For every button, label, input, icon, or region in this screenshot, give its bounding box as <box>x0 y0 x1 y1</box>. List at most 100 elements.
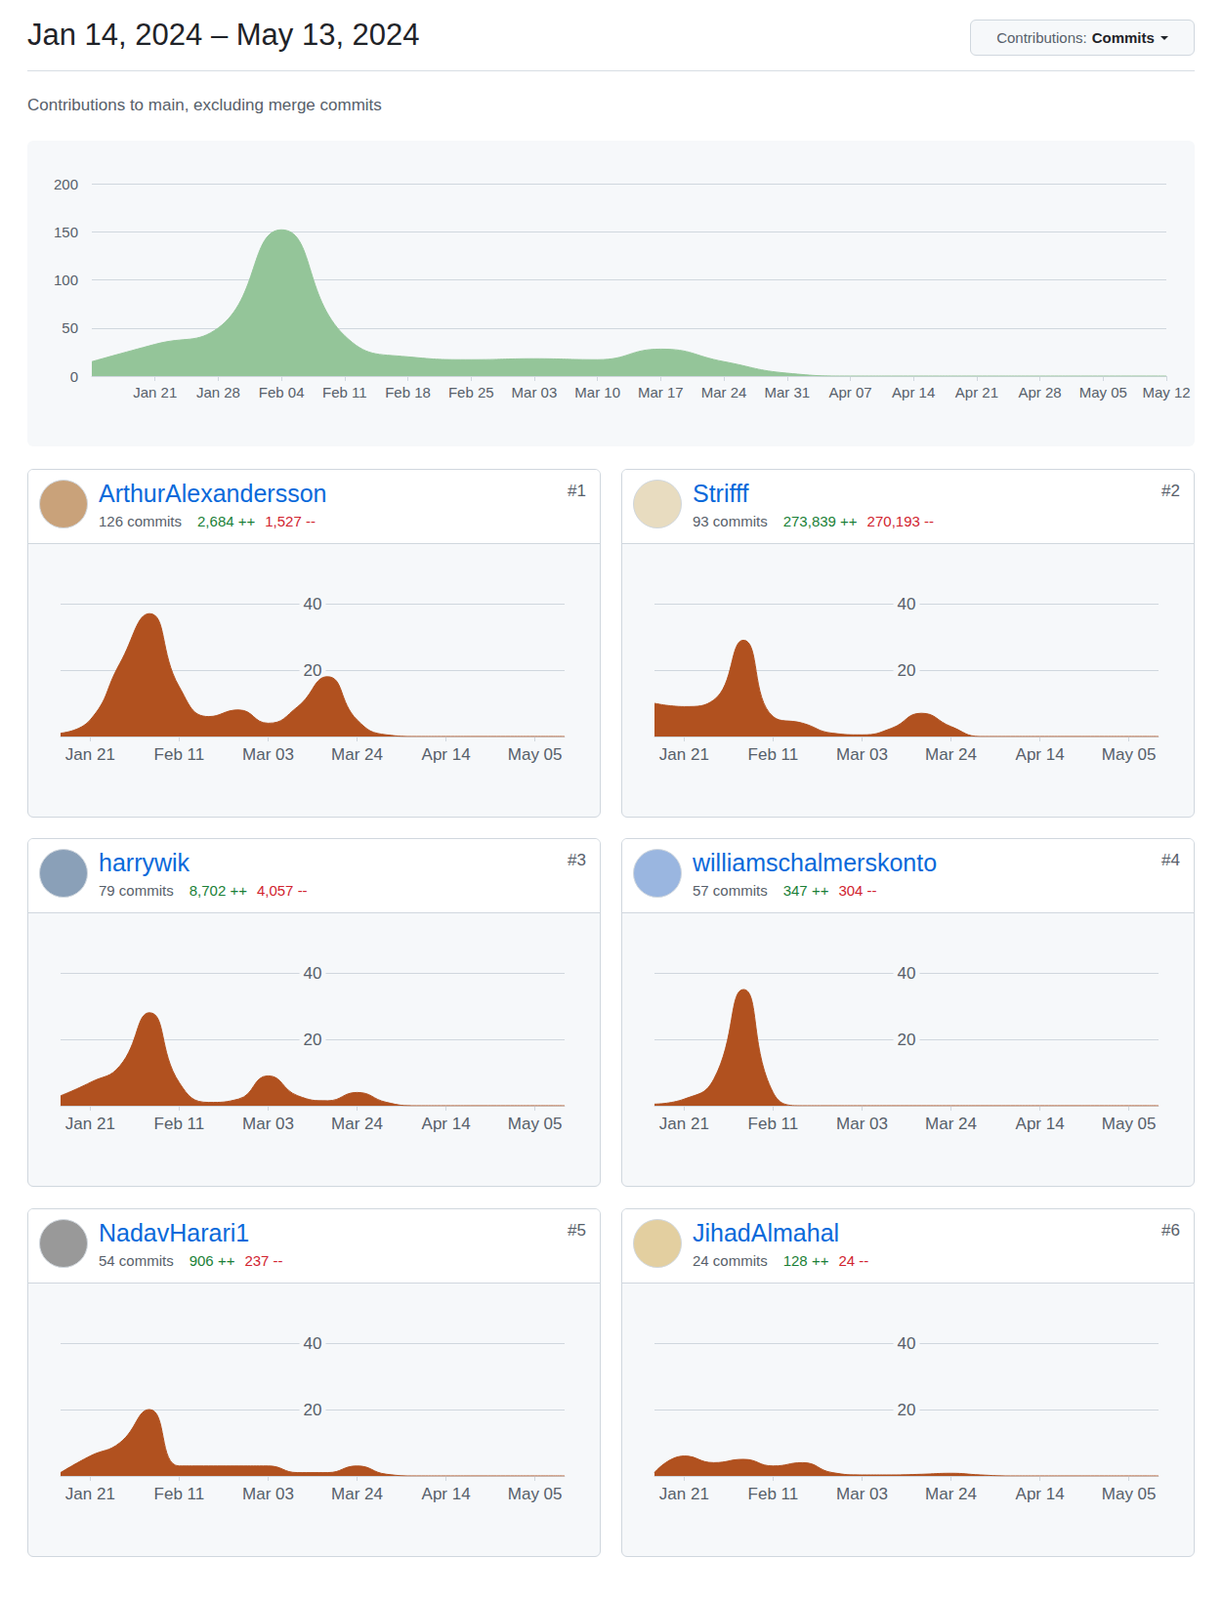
svg-text:20: 20 <box>897 1400 917 1420</box>
svg-text:Mar 03: Mar 03 <box>836 745 888 764</box>
svg-text:Apr 14: Apr 14 <box>1015 1484 1065 1504</box>
svg-text:May 05: May 05 <box>507 1484 563 1504</box>
svg-text:Mar 24: Mar 24 <box>331 1484 383 1504</box>
svg-text:Apr 14: Apr 14 <box>421 745 471 764</box>
svg-text:20: 20 <box>303 1400 323 1420</box>
html-text:304 --: 304 -- <box>838 882 877 899</box>
svg-text:Mar 03: Mar 03 <box>511 383 558 401</box>
svg-text:40: 40 <box>303 1334 323 1353</box>
svg-text:Feb 11: Feb 11 <box>154 745 206 764</box>
svg-text:Feb 11: Feb 11 <box>748 745 800 764</box>
svg-text:Mar 03: Mar 03 <box>242 745 295 764</box>
svg-text:40: 40 <box>897 1334 917 1353</box>
html-text:#3: #3 <box>567 850 587 870</box>
svg-text:Feb 11: Feb 11 <box>154 1484 206 1504</box>
svg-text:Jan 21: Jan 21 <box>65 1114 116 1134</box>
svg-text:Feb 25: Feb 25 <box>448 383 495 401</box>
svg-text:50: 50 <box>61 319 79 337</box>
svg-text:20: 20 <box>303 1030 323 1050</box>
html-text:347 ++: 347 ++ <box>783 882 829 899</box>
html-text:79 commits: 79 commits <box>98 882 174 899</box>
svg-text:Mar 24: Mar 24 <box>925 1484 977 1504</box>
svg-text:May 05: May 05 <box>1101 1484 1157 1504</box>
html-text:Contributions: Commits: Contributions: Commits <box>996 29 1155 46</box>
svg-text:Feb 11: Feb 11 <box>154 1114 206 1134</box>
html-text:54 commits: 54 commits <box>98 1252 174 1269</box>
svg-text:40: 40 <box>897 594 917 614</box>
html-text:Jan 14, 2024 – May 13, 2024: Jan 14, 2024 – May 13, 2024 <box>27 17 420 52</box>
html-text:906 ++: 906 ++ <box>189 1252 235 1269</box>
html-text:1,527 --: 1,527 -- <box>265 512 316 530</box>
svg-text:Apr 07: Apr 07 <box>828 383 872 401</box>
svg-text:Apr 14: Apr 14 <box>1015 745 1065 764</box>
html-text:#5: #5 <box>567 1221 587 1240</box>
html-text:#4: #4 <box>1161 850 1181 870</box>
svg-text:Mar 24: Mar 24 <box>701 383 748 401</box>
html-text:#6: #6 <box>1161 1221 1181 1240</box>
svg-text:Jan 21: Jan 21 <box>132 383 177 401</box>
svg-text:Apr 28: Apr 28 <box>1017 383 1061 401</box>
svg-text:May 05: May 05 <box>507 1114 563 1134</box>
svg-text:Mar 31: Mar 31 <box>763 383 810 401</box>
svg-text:May 05: May 05 <box>1101 745 1157 764</box>
svg-text:Jan 21: Jan 21 <box>659 1114 710 1134</box>
svg-text:100: 100 <box>53 271 79 289</box>
svg-text:Jan 21: Jan 21 <box>65 745 116 764</box>
svg-text:Apr 14: Apr 14 <box>891 383 935 401</box>
html-text:57 commits: 57 commits <box>692 882 768 899</box>
svg-text:Feb 04: Feb 04 <box>258 383 305 401</box>
svg-text:Feb 11: Feb 11 <box>322 383 368 401</box>
svg-text:150: 150 <box>53 223 79 241</box>
svg-text:40: 40 <box>303 594 323 614</box>
html-text:Contributions to main, excludi: Contributions to main, excluding merge c… <box>27 95 382 115</box>
svg-text:Mar 17: Mar 17 <box>637 383 684 401</box>
svg-text:May 05: May 05 <box>1101 1114 1157 1134</box>
svg-text:Jan 21: Jan 21 <box>65 1484 116 1504</box>
svg-text:200: 200 <box>53 175 79 193</box>
html-text:#1: #1 <box>567 481 587 501</box>
svg-text:Mar 24: Mar 24 <box>331 1114 383 1134</box>
svg-text:20: 20 <box>897 661 917 680</box>
svg-text:Mar 03: Mar 03 <box>836 1114 888 1134</box>
svg-text:Feb 11: Feb 11 <box>748 1484 800 1504</box>
svg-text:40: 40 <box>303 964 323 983</box>
svg-text:Jan 21: Jan 21 <box>659 745 710 764</box>
html-text:8,702 ++: 8,702 ++ <box>189 882 248 899</box>
svg-text:Mar 03: Mar 03 <box>242 1114 295 1134</box>
html-text:harrywik: harrywik <box>98 848 190 877</box>
html-text:237 --: 237 -- <box>244 1252 283 1269</box>
svg-text:May 05: May 05 <box>1079 383 1128 401</box>
html-text:NadavHarari1: NadavHarari1 <box>98 1219 250 1247</box>
html-text:Strifff: Strifff <box>692 479 749 507</box>
html-text:williamschalmerskonto: williamschalmerskonto <box>692 848 937 877</box>
svg-text:Jan 28: Jan 28 <box>196 383 241 401</box>
svg-text:20: 20 <box>303 661 323 680</box>
html-text:126 commits: 126 commits <box>98 512 182 530</box>
html-text:93 commits: 93 commits <box>692 512 768 530</box>
svg-text:Mar 24: Mar 24 <box>925 745 977 764</box>
svg-text:Jan 21: Jan 21 <box>659 1484 710 1504</box>
html-text:273,839 ++: 273,839 ++ <box>783 512 858 530</box>
svg-text:0: 0 <box>70 368 79 385</box>
svg-text:20: 20 <box>897 1030 917 1050</box>
svg-text:May 05: May 05 <box>507 745 563 764</box>
html-text:ArthurAlexandersson: ArthurAlexandersson <box>98 479 327 507</box>
html-text:4,057 --: 4,057 -- <box>256 882 308 899</box>
svg-text:Mar 03: Mar 03 <box>836 1484 888 1504</box>
svg-text:Apr 14: Apr 14 <box>421 1484 471 1504</box>
svg-text:Feb 11: Feb 11 <box>748 1114 800 1134</box>
html-text:270,193 --: 270,193 -- <box>867 512 934 530</box>
svg-text:Apr 14: Apr 14 <box>1015 1114 1065 1134</box>
svg-text:Apr 14: Apr 14 <box>421 1114 471 1134</box>
svg-text:May 12: May 12 <box>1141 383 1190 401</box>
html-text:#2: #2 <box>1161 481 1181 501</box>
svg-text:Mar 24: Mar 24 <box>331 745 383 764</box>
svg-text:Mar 03: Mar 03 <box>242 1484 295 1504</box>
svg-text:Mar 10: Mar 10 <box>574 383 621 401</box>
svg-text:Feb 18: Feb 18 <box>384 383 431 401</box>
html-text:JihadAlmahal: JihadAlmahal <box>692 1219 840 1247</box>
svg-text:Apr 21: Apr 21 <box>955 383 999 401</box>
svg-text:40: 40 <box>897 964 917 983</box>
html-text:2,684 ++: 2,684 ++ <box>197 512 256 530</box>
svg-text:Mar 24: Mar 24 <box>925 1114 977 1134</box>
